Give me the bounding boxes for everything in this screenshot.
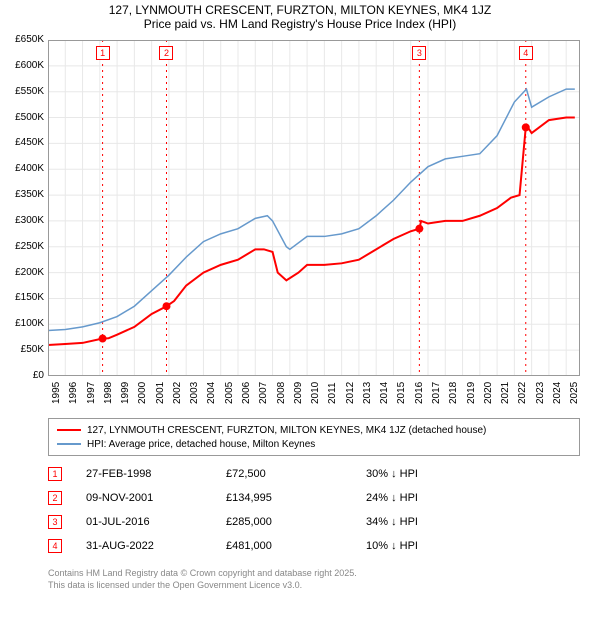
y-tick-label: £150K	[0, 292, 44, 303]
y-tick-label: £0	[0, 370, 44, 381]
y-tick-label: £550K	[0, 86, 44, 97]
legend-item: 127, LYNMOUTH CRESCENT, FURZTON, MILTON …	[57, 423, 571, 437]
sales-price: £134,995	[226, 492, 366, 504]
x-tick-label: 2001	[155, 382, 166, 404]
sale-marker-1: 1	[96, 46, 110, 60]
chart-plot-area: 1 2 3 4	[48, 40, 580, 376]
x-tick-label: 2021	[500, 382, 511, 404]
y-tick-label: £500K	[0, 112, 44, 123]
x-tick-label: 2010	[310, 382, 321, 404]
x-tick-label: 2017	[431, 382, 442, 404]
chart-legend: 127, LYNMOUTH CRESCENT, FURZTON, MILTON …	[48, 418, 580, 456]
x-tick-label: 2000	[137, 382, 148, 404]
x-tick-label: 1996	[68, 382, 79, 404]
sales-row: 3 01-JUL-2016£285,00034% ↓ HPI	[48, 510, 580, 534]
sales-pct: 10% ↓ HPI	[366, 540, 526, 552]
sales-price: £285,000	[226, 516, 366, 528]
x-tick-label: 2025	[569, 382, 580, 404]
x-tick-label: 2007	[258, 382, 269, 404]
x-tick-label: 1997	[86, 382, 97, 404]
y-tick-label: £50K	[0, 344, 44, 355]
x-tick-label: 2020	[483, 382, 494, 404]
x-tick-label: 2015	[396, 382, 407, 404]
sales-date: 31-AUG-2022	[86, 540, 226, 552]
sales-marker: 3	[48, 515, 62, 529]
legend-label: HPI: Average price, detached house, Milt…	[87, 439, 315, 450]
x-tick-label: 2014	[379, 382, 390, 404]
chart-title-address: 127, LYNMOUTH CRESCENT, FURZTON, MILTON …	[0, 3, 600, 17]
x-tick-label: 1998	[103, 382, 114, 404]
sales-price: £72,500	[226, 468, 366, 480]
sales-pct: 24% ↓ HPI	[366, 492, 526, 504]
sales-pct: 34% ↓ HPI	[366, 516, 526, 528]
x-tick-label: 2019	[466, 382, 477, 404]
x-tick-label: 2004	[206, 382, 217, 404]
x-tick-label: 2022	[517, 382, 528, 404]
chart-title-subtitle: Price paid vs. HM Land Registry's House …	[0, 17, 600, 31]
sales-table: 1 27-FEB-1998£72,50030% ↓ HPI 2 09-NOV-2001…	[48, 462, 580, 558]
y-tick-label: £200K	[0, 267, 44, 278]
x-tick-label: 2006	[241, 382, 252, 404]
y-tick-label: £100K	[0, 318, 44, 329]
x-tick-label: 2023	[535, 382, 546, 404]
x-tick-label: 2016	[414, 382, 425, 404]
footer-attribution: Contains HM Land Registry data © Crown c…	[48, 568, 580, 591]
y-tick-label: £300K	[0, 215, 44, 226]
x-tick-label: 2009	[293, 382, 304, 404]
sale-marker-4: 4	[519, 46, 533, 60]
sale-marker-3: 3	[412, 46, 426, 60]
legend-item: HPI: Average price, detached house, Milt…	[57, 437, 571, 451]
sales-marker: 2	[48, 491, 62, 505]
x-tick-label: 2005	[224, 382, 235, 404]
sale-marker-2: 2	[159, 46, 173, 60]
footer-line1: Contains HM Land Registry data © Crown c…	[48, 568, 580, 580]
x-tick-label: 1999	[120, 382, 131, 404]
sales-pct: 30% ↓ HPI	[366, 468, 526, 480]
sales-row: 4 31-AUG-2022£481,00010% ↓ HPI	[48, 534, 580, 558]
sales-marker: 4	[48, 539, 62, 553]
sales-marker: 1	[48, 467, 62, 481]
legend-label: 127, LYNMOUTH CRESCENT, FURZTON, MILTON …	[87, 425, 486, 436]
legend-swatch	[57, 429, 81, 431]
sales-date: 09-NOV-2001	[86, 492, 226, 504]
x-tick-label: 2024	[552, 382, 563, 404]
x-tick-label: 2011	[327, 382, 338, 404]
sales-date: 27-FEB-1998	[86, 468, 226, 480]
sales-row: 1 27-FEB-1998£72,50030% ↓ HPI	[48, 462, 580, 486]
sales-row: 2 09-NOV-2001£134,99524% ↓ HPI	[48, 486, 580, 510]
footer-line2: This data is licensed under the Open Gov…	[48, 580, 580, 592]
y-tick-label: £350K	[0, 189, 44, 200]
sales-price: £481,000	[226, 540, 366, 552]
x-axis-labels: 1995 1996 1997 1998 1999 2000 2001 2002 2003 2004…	[48, 376, 580, 406]
x-tick-label: 2018	[448, 382, 459, 404]
sales-date: 01-JUL-2016	[86, 516, 226, 528]
x-tick-label: 1995	[51, 382, 62, 404]
y-tick-label: £250K	[0, 241, 44, 252]
y-tick-label: £450K	[0, 137, 44, 148]
x-tick-label: 2013	[362, 382, 373, 404]
x-tick-label: 2012	[345, 382, 356, 404]
x-tick-label: 2008	[276, 382, 287, 404]
x-tick-label: 2003	[189, 382, 200, 404]
y-tick-label: £600K	[0, 60, 44, 71]
y-tick-label: £650K	[0, 34, 44, 45]
legend-swatch	[57, 443, 81, 445]
x-tick-label: 2002	[172, 382, 183, 404]
y-tick-label: £400K	[0, 163, 44, 174]
